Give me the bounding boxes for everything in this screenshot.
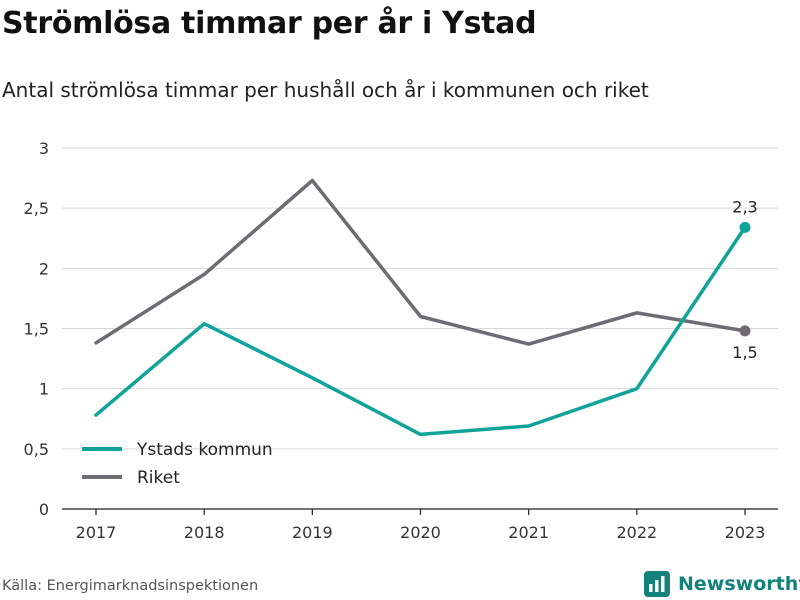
legend-label: Riket: [137, 468, 180, 488]
end-value-label: 2,3: [732, 197, 757, 216]
y-tick-label: 3: [39, 139, 49, 158]
x-tick-label: 2020: [400, 523, 441, 542]
x-tick-label: 2019: [292, 523, 333, 542]
x-tick-label: 2023: [725, 523, 766, 542]
y-tick-label: 0: [39, 500, 49, 519]
source-note: Källa: Energimarknadsinspektionen: [2, 578, 259, 594]
newsworthy-logo[interactable]: Newsworthy: [644, 568, 800, 600]
x-tick-label: 2022: [616, 523, 657, 542]
series-points: 2,3 1,5: [732, 197, 757, 361]
chart-title: Strömlösa timmar per år i Ystad: [2, 6, 537, 41]
x-axis: 2017 2018 2019 2020 2021 2022 2023: [76, 509, 766, 542]
x-tick-label: 2018: [184, 523, 225, 542]
brand-name: Newsworthy: [678, 573, 800, 595]
legend: Ystads kommun Riket: [82, 440, 273, 488]
series-lines: [94, 178, 747, 437]
series-line-0: [94, 225, 747, 437]
end-point-1: [739, 325, 751, 337]
end-value-label: 1,5: [732, 343, 757, 362]
y-tick-label: 2: [39, 259, 49, 278]
y-tick-label: 0,5: [24, 440, 49, 459]
series-line-1: [94, 178, 747, 346]
y-axis-ticks: 0 0,5 1 1,5 2 2,5 3: [24, 139, 49, 519]
end-point-0: [739, 221, 751, 233]
legend-label: Ystads kommun: [136, 440, 273, 460]
x-tick-label: 2017: [76, 523, 117, 542]
x-tick-label: 2021: [508, 523, 549, 542]
y-tick-label: 1,5: [24, 320, 49, 339]
chart-subtitle: Antal strömlösa timmar per hushåll och å…: [2, 78, 649, 102]
y-tick-label: 2,5: [24, 199, 49, 218]
chart-logo-icon: [644, 571, 670, 597]
y-tick-label: 1: [39, 380, 49, 399]
